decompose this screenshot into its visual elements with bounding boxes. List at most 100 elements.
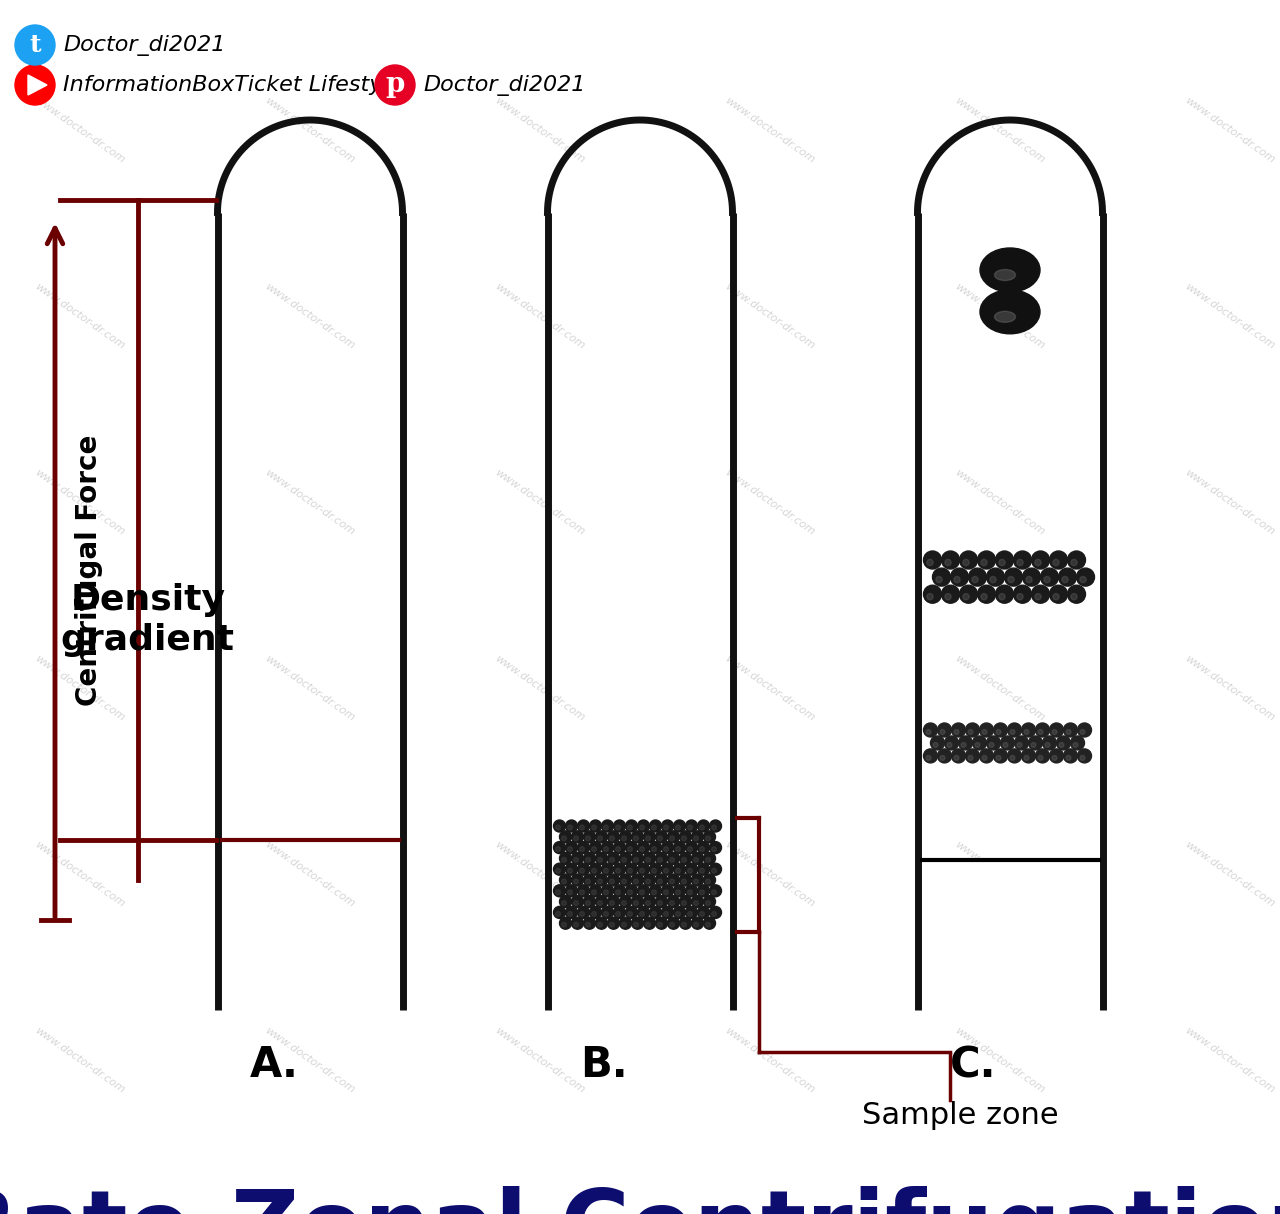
Circle shape [559, 874, 571, 886]
Circle shape [559, 852, 571, 864]
Circle shape [580, 890, 585, 895]
Circle shape [951, 568, 969, 586]
Circle shape [640, 868, 644, 873]
Circle shape [577, 885, 590, 897]
Circle shape [604, 826, 608, 830]
Circle shape [676, 912, 681, 917]
Circle shape [1068, 551, 1085, 569]
Circle shape [676, 826, 681, 830]
Circle shape [644, 874, 655, 886]
Circle shape [567, 890, 572, 895]
Circle shape [609, 836, 614, 841]
Circle shape [682, 857, 686, 862]
Circle shape [637, 841, 649, 853]
Text: www.doctor-dr.com: www.doctor-dr.com [264, 1025, 357, 1095]
Text: www.doctor-dr.com: www.doctor-dr.com [493, 95, 586, 165]
Circle shape [954, 577, 960, 583]
Circle shape [965, 724, 979, 737]
Circle shape [375, 66, 415, 104]
Circle shape [662, 819, 673, 832]
Circle shape [982, 730, 987, 734]
Circle shape [590, 841, 602, 853]
Text: InformationBoxTicket Lifestyles: InformationBoxTicket Lifestyles [63, 75, 413, 95]
Circle shape [573, 857, 579, 862]
Circle shape [680, 852, 691, 864]
Circle shape [616, 846, 621, 851]
Circle shape [634, 923, 639, 927]
Circle shape [604, 846, 608, 851]
Circle shape [705, 836, 710, 841]
Circle shape [937, 724, 951, 737]
Circle shape [622, 857, 626, 862]
Circle shape [923, 551, 942, 569]
Circle shape [620, 852, 631, 864]
Circle shape [573, 879, 579, 884]
Circle shape [996, 755, 1001, 760]
Circle shape [669, 879, 675, 884]
Circle shape [658, 857, 663, 862]
Circle shape [712, 868, 717, 873]
Circle shape [577, 907, 590, 919]
Circle shape [1032, 585, 1050, 603]
Circle shape [712, 912, 717, 917]
Circle shape [1050, 585, 1068, 603]
Circle shape [968, 755, 973, 760]
Circle shape [673, 863, 686, 875]
Circle shape [940, 755, 945, 760]
Circle shape [1064, 724, 1078, 737]
Circle shape [613, 863, 626, 875]
Circle shape [595, 830, 608, 843]
Circle shape [595, 852, 608, 864]
Circle shape [1005, 568, 1023, 586]
Circle shape [602, 907, 613, 919]
Circle shape [586, 836, 590, 841]
Circle shape [662, 885, 673, 897]
Circle shape [584, 830, 595, 843]
Text: Doctor_di2021: Doctor_di2021 [63, 34, 225, 56]
Circle shape [698, 863, 709, 875]
Circle shape [680, 874, 691, 886]
Circle shape [993, 749, 1007, 762]
Circle shape [652, 846, 657, 851]
Text: Density
gradient: Density gradient [60, 583, 234, 657]
Circle shape [667, 852, 680, 864]
Circle shape [662, 907, 673, 919]
Circle shape [631, 874, 644, 886]
Circle shape [709, 819, 722, 832]
Circle shape [649, 907, 662, 919]
Circle shape [613, 885, 626, 897]
Ellipse shape [995, 270, 1015, 280]
Circle shape [975, 743, 980, 748]
Circle shape [631, 896, 644, 908]
Circle shape [644, 918, 655, 929]
Circle shape [1036, 724, 1050, 737]
Circle shape [945, 594, 951, 600]
Circle shape [631, 852, 644, 864]
Circle shape [586, 901, 590, 906]
Circle shape [978, 551, 996, 569]
Circle shape [682, 879, 686, 884]
Circle shape [705, 901, 710, 906]
Circle shape [645, 857, 650, 862]
Circle shape [700, 846, 704, 851]
Circle shape [640, 846, 644, 851]
Circle shape [626, 819, 637, 832]
Circle shape [573, 923, 579, 927]
Circle shape [586, 879, 590, 884]
Circle shape [925, 730, 931, 734]
Circle shape [709, 907, 722, 919]
Circle shape [571, 830, 584, 843]
Circle shape [663, 912, 668, 917]
Circle shape [694, 879, 699, 884]
Circle shape [553, 885, 566, 897]
Circle shape [598, 923, 603, 927]
Text: www.doctor-dr.com: www.doctor-dr.com [954, 95, 1047, 165]
Circle shape [580, 912, 585, 917]
Circle shape [954, 730, 959, 734]
Circle shape [1018, 743, 1021, 748]
Text: www.doctor-dr.com: www.doctor-dr.com [954, 1025, 1047, 1095]
Circle shape [687, 912, 692, 917]
Text: www.doctor-dr.com: www.doctor-dr.com [1183, 467, 1276, 537]
Circle shape [616, 912, 621, 917]
Text: p: p [385, 72, 404, 98]
